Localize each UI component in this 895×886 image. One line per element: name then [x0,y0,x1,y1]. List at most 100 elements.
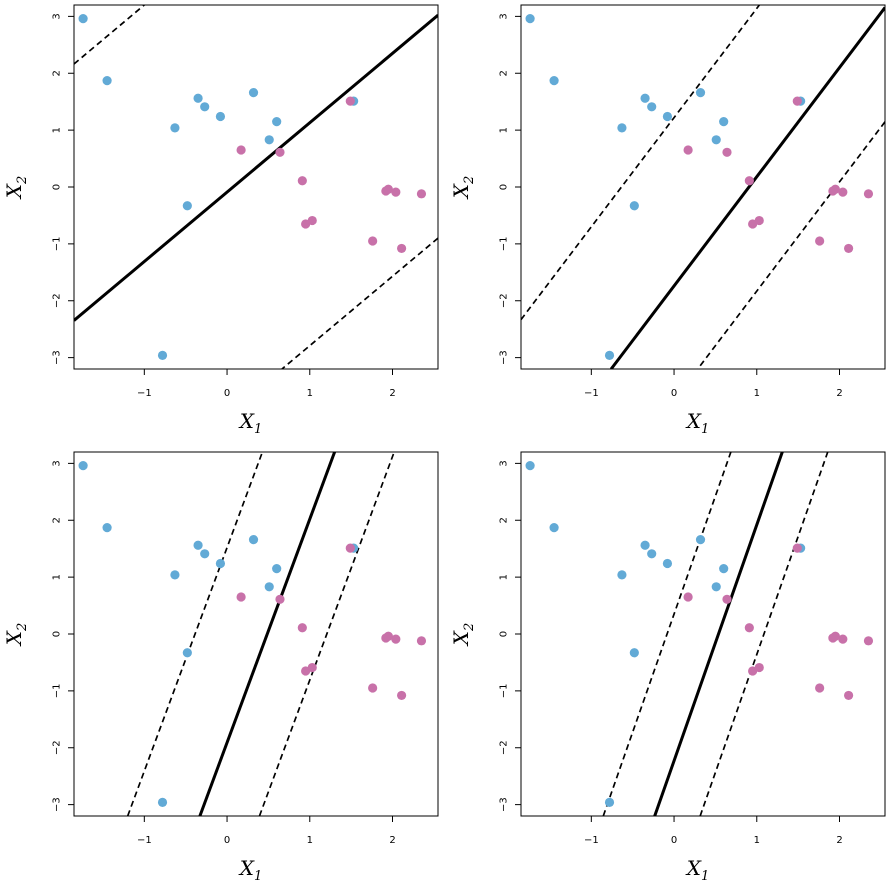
x-axis-label-main: X [238,409,255,433]
point-blue [662,111,673,122]
x-tick-label: 1 [307,835,313,846]
point-pink [722,147,732,157]
point-blue [102,76,112,86]
y-axis: −3 −2 −1 0 1 2 3 [499,13,521,365]
data-points [525,14,874,360]
y-axis-label-subscript: 2 [462,176,477,185]
y-axis-label: X2 [449,623,477,648]
y-tick-label: 3 [499,13,510,19]
x-axis: −1 0 1 2 [584,369,843,399]
y-tick-label: 0 [499,631,510,637]
separating-hyperplane [653,452,784,816]
point-pink [368,683,378,693]
point-blue [604,797,615,807]
margin-line-1 [126,452,264,816]
point-blue [170,123,180,133]
x-axis: −1 0 1 2 [137,369,396,399]
x-tick-label: 1 [307,388,313,399]
y-tick-label: −3 [499,350,510,365]
y-tick-label: 3 [499,460,510,466]
x-axis-label: X1 [238,856,263,884]
point-blue [617,123,627,133]
point-pink [397,243,407,254]
point-blue [604,350,615,360]
point-pink [844,243,854,254]
data-points [78,461,427,807]
point-blue [272,563,282,574]
point-pink [275,147,285,157]
point-blue [264,135,274,145]
y-axis-label-subscript: 2 [15,176,30,185]
point-pink [236,145,246,155]
x-axis-label-main: X [685,856,702,880]
y-tick-label: −3 [499,797,510,812]
point-pink [838,187,848,197]
point-blue [157,797,168,807]
y-tick-label: −1 [499,684,510,699]
point-blue [170,570,180,580]
point-pink [863,189,874,199]
y-tick-label: −3 [52,797,63,812]
point-pink [815,683,825,693]
y-tick-label: 0 [52,184,63,190]
decision-lines [602,452,829,816]
point-blue [272,116,282,127]
point-blue [629,648,639,658]
point-blue [525,461,535,471]
x-tick-label: 1 [754,388,760,399]
margin-line-1 [602,452,732,816]
data-points [525,461,874,807]
point-blue [695,534,706,545]
point-blue [711,582,721,592]
y-axis: −3 −2 −1 0 1 2 3 [52,13,74,365]
x-tick-label: 0 [671,388,677,399]
y-tick-label: −2 [52,740,63,755]
y-axis: −3 −2 −1 0 1 2 3 [499,460,521,812]
y-tick-label: 2 [52,70,63,76]
point-pink [397,690,407,701]
x-axis: −1 0 1 2 [584,816,843,846]
y-tick-label: 3 [52,13,63,19]
point-blue [264,582,274,592]
point-blue [549,523,559,533]
y-tick-label: −3 [52,350,63,365]
point-pink [345,96,355,106]
data-points [78,14,427,360]
point-blue [629,201,639,211]
plot-frame [73,451,439,817]
margin-line-2 [699,452,829,816]
y-tick-label: 1 [499,574,510,580]
point-pink [297,623,307,633]
point-pink [236,592,246,602]
point-pink [368,236,378,246]
point-blue [193,93,203,103]
separating-hyperplane [74,14,438,322]
separating-hyperplane [198,452,337,816]
point-pink [383,184,393,194]
y-tick-label: 1 [52,574,63,580]
y-tick-label: 1 [52,127,63,133]
point-pink [722,594,732,604]
point-blue [215,558,226,569]
x-axis-label: X1 [238,409,263,437]
point-pink [830,184,840,194]
point-pink [383,631,393,641]
y-tick-label: −1 [52,684,63,699]
decision-lines [126,452,395,816]
point-pink [815,236,825,246]
y-tick-label: 2 [499,70,510,76]
point-pink [792,96,802,106]
x-tick-label: 2 [836,835,842,846]
x-axis-label-subscript: 1 [701,869,709,884]
x-tick-label: −1 [137,388,152,399]
point-pink [683,592,693,602]
x-tick-label: 1 [754,835,760,846]
point-pink [754,662,764,673]
point-pink [275,594,285,604]
y-tick-label: 0 [499,184,510,190]
x-axis-label-subscript: 1 [701,422,709,437]
point-pink [792,543,802,553]
